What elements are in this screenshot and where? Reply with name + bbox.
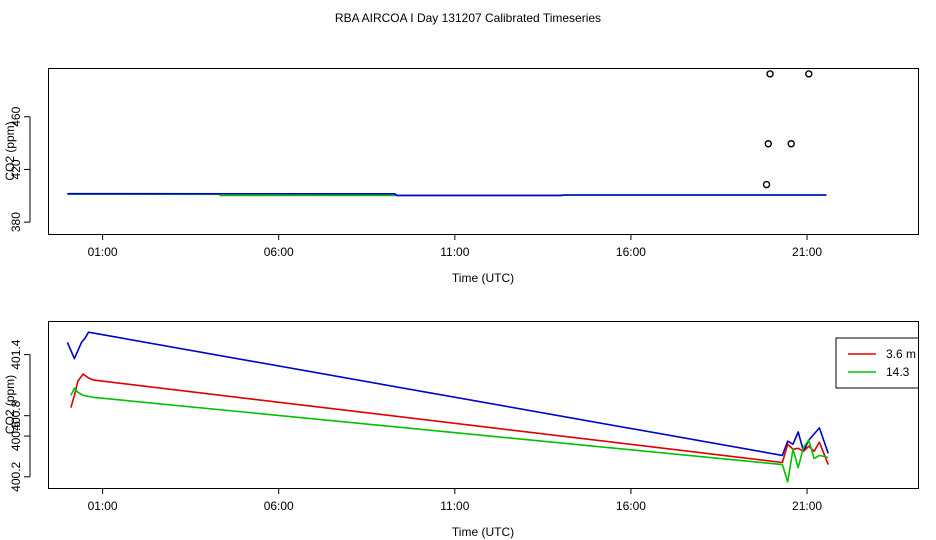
- y-tick-label: 380: [9, 212, 23, 232]
- x-tick-label: 01:00: [88, 499, 118, 513]
- plot-frame: [48, 321, 919, 489]
- series-line-2: [70, 387, 829, 483]
- y-tick-label: 400.6: [9, 421, 23, 451]
- legend: 3.6 m 14.3: [835, 337, 918, 389]
- data-point-3: [766, 70, 774, 78]
- x-tick-label: 16:00: [616, 245, 646, 259]
- series-line-1: [67, 192, 827, 197]
- chart-title: RBA AIRCOA I Day 131207 Calibrated Times…: [335, 11, 601, 25]
- legend-box: [835, 337, 918, 389]
- top-panel: 01:00 06:00 11:00 16:00 21:00 380 420 460 Time (…: [3, 68, 919, 285]
- data-point-0: [762, 180, 771, 189]
- y-tick-label: 460: [9, 106, 23, 126]
- x-tick-label: 11:00: [440, 499, 469, 513]
- x-tick-label: 16:00: [616, 499, 646, 513]
- y-tick-label: 400.8: [9, 400, 23, 430]
- y-tick-label: 400.2: [9, 461, 23, 491]
- x-tick-label: 01:00: [88, 245, 118, 259]
- legend-label: 3.6 m: [886, 347, 916, 361]
- legend-label: 14.3: [886, 365, 910, 379]
- x-tick-label: 21:00: [792, 499, 822, 513]
- x-tick-label: 11:00: [440, 245, 469, 259]
- y-axis-title: CO2 (ppm): [3, 121, 17, 180]
- series-line-1: [70, 373, 829, 465]
- bottom-panel: 01:00 06:00 11:00 16:00 21:00 400.2 400.6400.8…: [3, 321, 919, 539]
- x-tick-label: 21:00: [792, 245, 822, 259]
- data-point-1: [764, 140, 773, 148]
- x-axis-title: Time (UTC): [452, 525, 514, 539]
- plot-frame: [48, 68, 919, 235]
- data-point-2: [787, 140, 795, 148]
- y-tick-label: 401.4: [9, 339, 23, 369]
- data-point-4: [805, 70, 813, 78]
- y-tick-label: 420: [9, 159, 23, 179]
- series-line-0: [66, 331, 829, 457]
- x-tick-label: 06:00: [264, 245, 294, 259]
- x-axis-title: Time (UTC): [452, 271, 514, 285]
- y-axis-title: CO2 (ppm): [3, 375, 17, 434]
- x-tick-label: 06:00: [264, 499, 294, 513]
